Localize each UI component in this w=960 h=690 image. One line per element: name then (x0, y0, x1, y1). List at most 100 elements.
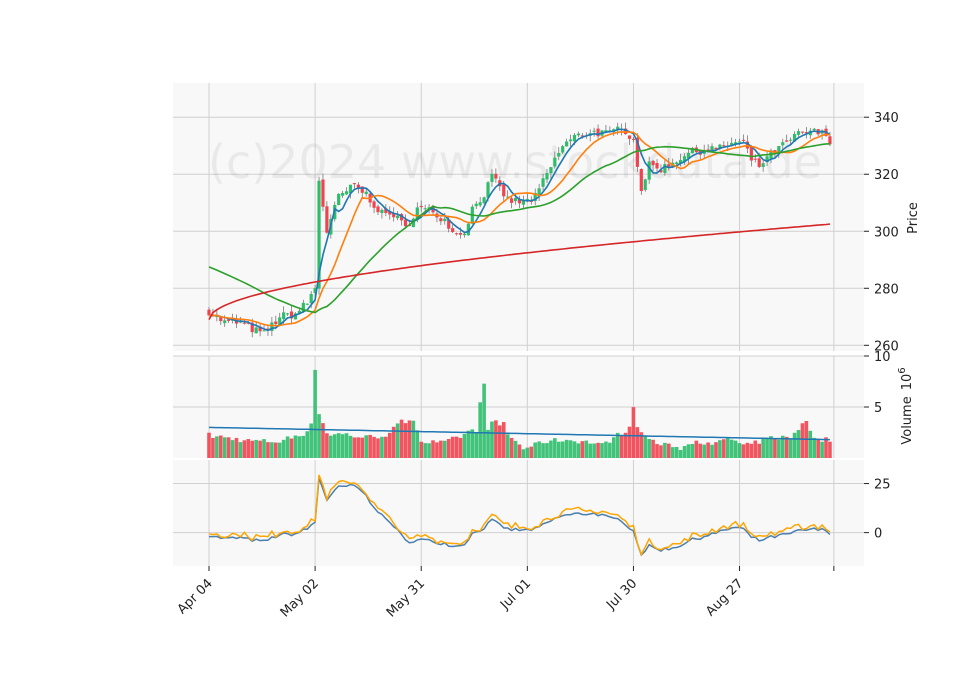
volume-bar (682, 446, 687, 458)
candle-body (682, 156, 687, 162)
volume-bar (686, 444, 691, 458)
volume-bar (698, 443, 703, 458)
candle-body (207, 309, 211, 316)
ma-long-line (208, 143, 830, 314)
volume-bar (541, 443, 545, 458)
candle-body (454, 233, 459, 235)
volume-bar (262, 439, 266, 458)
candle-body (282, 312, 286, 320)
candle-body (415, 207, 419, 219)
candle-body (384, 208, 388, 214)
candle-body (258, 326, 262, 332)
volume-bar (718, 440, 722, 458)
candle-body (655, 163, 659, 169)
candle-body (443, 218, 447, 222)
volume-bar (454, 436, 459, 458)
candle-body (533, 192, 537, 202)
candle-body (686, 152, 691, 159)
volume-bar (828, 441, 832, 458)
candle-body (679, 159, 683, 164)
price-tick-label: 340 (874, 111, 899, 126)
volume-bar (462, 433, 467, 458)
candle-body (576, 133, 581, 136)
candle-body (812, 128, 816, 131)
volume-bar (615, 432, 620, 458)
candle-body (293, 313, 298, 320)
candle-body (592, 130, 596, 132)
volume-bar (242, 440, 247, 458)
volume-bar (792, 432, 797, 458)
volume-bar (604, 441, 608, 458)
volume-bar (529, 446, 534, 458)
candle-body (761, 163, 765, 167)
candle-body (242, 322, 246, 324)
volume-bar (313, 369, 317, 458)
candle-body (478, 202, 482, 206)
candle-body (376, 206, 380, 213)
volume-bar (270, 442, 274, 458)
volume-bar (384, 436, 388, 458)
candle-body (341, 193, 345, 196)
volume-bar (325, 433, 329, 458)
volume-bar (490, 421, 494, 458)
volume-axis-title: Volume 106 (897, 367, 915, 444)
volume-bar (592, 443, 596, 458)
candle-body (741, 139, 746, 141)
volume-bar (808, 430, 813, 458)
candle-body (553, 157, 557, 167)
volume-bar (729, 439, 734, 458)
volume-bar (513, 440, 518, 458)
volume-bar (757, 443, 761, 458)
volume-bar (482, 383, 486, 458)
volume-bar (478, 402, 482, 458)
volume-bar (694, 440, 699, 458)
volume-bar (733, 440, 738, 458)
volume-bar (568, 440, 573, 458)
candle-body (458, 232, 463, 235)
volume-bar (722, 439, 726, 458)
volume-bar (293, 435, 298, 458)
candle-body (439, 218, 443, 222)
candle-body (631, 138, 636, 140)
candle-body (659, 169, 663, 173)
volume-bar (360, 437, 365, 458)
volume-bar (230, 440, 235, 458)
candle-body (663, 163, 667, 173)
volume-bar (678, 449, 683, 458)
volume-bar (820, 441, 824, 458)
volume-bar (376, 438, 380, 458)
candle-body (399, 214, 404, 221)
volume-bar (289, 438, 294, 458)
candle-body (667, 164, 671, 168)
volume-bar (560, 441, 565, 458)
candle-body (777, 146, 781, 153)
volume-bar (572, 441, 577, 458)
candle-body (502, 184, 506, 197)
volume-bar (395, 423, 400, 458)
candle-body (289, 311, 294, 319)
candle-body (380, 209, 384, 213)
candle-body (525, 198, 529, 201)
candle-body (321, 179, 325, 207)
candle-body (219, 316, 223, 322)
volume-bar (553, 438, 557, 458)
candle-body (301, 302, 305, 312)
volume-bar (761, 438, 765, 458)
volume-bar (655, 444, 659, 458)
candle-body (352, 183, 357, 185)
candle-body (561, 146, 565, 153)
candle-body (639, 168, 643, 192)
oscillator-line-2 (208, 474, 831, 557)
candle-body (730, 142, 734, 146)
volume-bar (403, 423, 408, 458)
candle-body (545, 172, 549, 180)
volume-bar (215, 436, 219, 458)
volume-bar (297, 436, 302, 458)
volume-bar (352, 437, 357, 458)
volume-bar (222, 437, 227, 458)
volume-bar (443, 440, 447, 458)
volume-bar (780, 435, 785, 458)
volume-bar (784, 436, 789, 458)
candle-body (392, 213, 396, 218)
volume-bar (765, 437, 769, 458)
